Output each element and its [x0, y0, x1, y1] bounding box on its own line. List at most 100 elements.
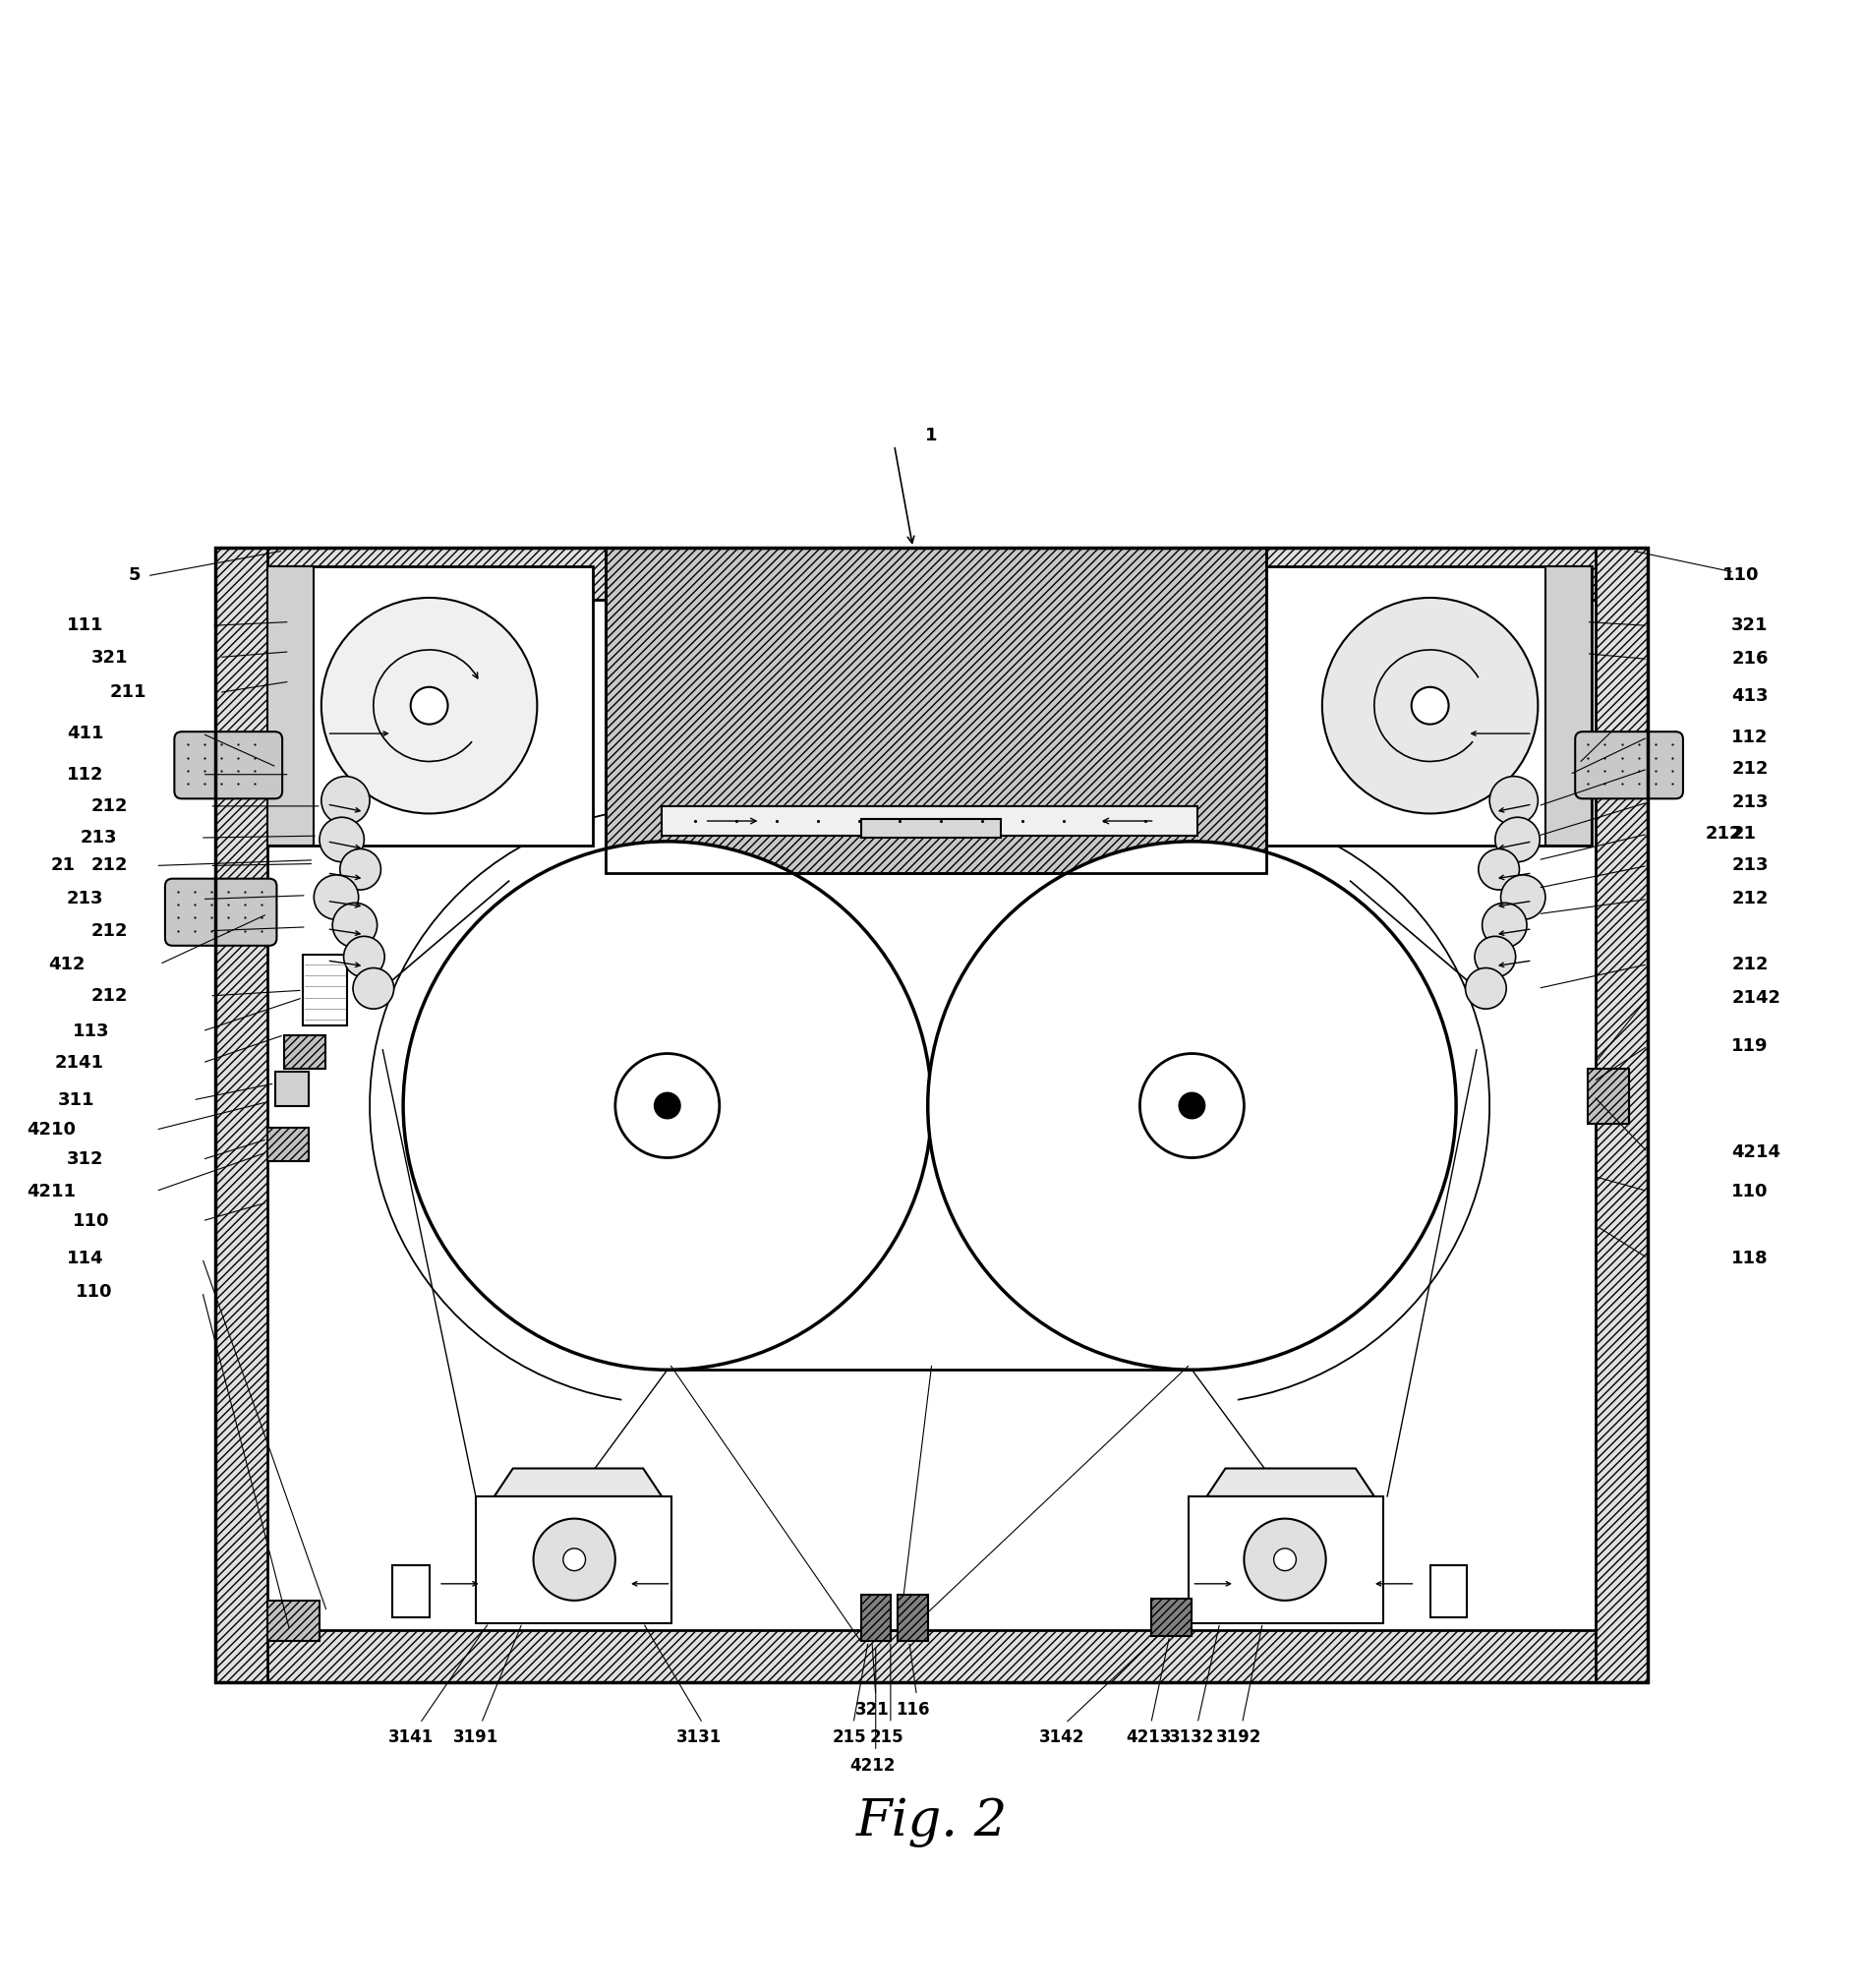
- Circle shape: [1475, 936, 1516, 978]
- Text: 3192: 3192: [1217, 1730, 1261, 1747]
- Circle shape: [319, 817, 363, 863]
- Bar: [216, 547, 1647, 1682]
- Circle shape: [1412, 688, 1449, 724]
- Bar: [216, 1630, 1647, 1682]
- Text: 312: 312: [67, 1151, 104, 1169]
- FancyBboxPatch shape: [1574, 732, 1682, 799]
- Circle shape: [1483, 903, 1528, 948]
- Bar: [661, 805, 1198, 835]
- Text: 212: 212: [1731, 956, 1768, 972]
- Circle shape: [1274, 1549, 1297, 1571]
- Text: 321: 321: [91, 648, 129, 666]
- Bar: [1546, 567, 1591, 845]
- Circle shape: [410, 688, 447, 724]
- Text: 413: 413: [1731, 688, 1768, 706]
- Bar: [1151, 1598, 1192, 1636]
- Text: 21: 21: [50, 857, 76, 875]
- Bar: [391, 1565, 428, 1616]
- Circle shape: [654, 1093, 680, 1119]
- Bar: [216, 547, 268, 1682]
- Text: 119: 119: [1731, 1038, 1768, 1056]
- Text: 321: 321: [855, 1702, 889, 1720]
- Circle shape: [1502, 875, 1546, 920]
- Text: 213: 213: [1731, 857, 1768, 875]
- Bar: [1267, 567, 1591, 845]
- Circle shape: [339, 849, 380, 891]
- Text: 4214: 4214: [1731, 1143, 1781, 1161]
- Text: 213: 213: [80, 829, 117, 847]
- Text: 321: 321: [1731, 616, 1768, 634]
- Text: 3142: 3142: [1040, 1730, 1084, 1747]
- Circle shape: [928, 841, 1457, 1370]
- Text: Fig. 2: Fig. 2: [855, 1797, 1008, 1847]
- Circle shape: [1244, 1519, 1326, 1600]
- Text: 2141: 2141: [54, 1054, 104, 1072]
- Circle shape: [1323, 598, 1539, 813]
- FancyBboxPatch shape: [175, 732, 283, 799]
- Text: 212: 212: [91, 986, 129, 1004]
- Bar: [605, 547, 1267, 873]
- Bar: [475, 1497, 671, 1622]
- Text: 212: 212: [1731, 891, 1768, 909]
- Text: 213: 213: [1731, 793, 1768, 811]
- Text: 215: 215: [870, 1730, 904, 1747]
- Text: 113: 113: [73, 1022, 110, 1040]
- Bar: [1587, 1068, 1628, 1125]
- Text: 112: 112: [67, 765, 104, 783]
- Bar: [1189, 1497, 1384, 1622]
- Bar: [268, 1600, 319, 1642]
- Circle shape: [320, 598, 537, 813]
- Bar: [861, 819, 1000, 837]
- Text: 110: 110: [1721, 567, 1759, 584]
- Circle shape: [1140, 1054, 1244, 1157]
- Bar: [268, 567, 592, 845]
- Bar: [861, 1594, 891, 1642]
- Text: 114: 114: [67, 1248, 104, 1266]
- Text: 118: 118: [1731, 1248, 1768, 1266]
- Polygon shape: [1207, 1469, 1375, 1497]
- Text: 2142: 2142: [1731, 988, 1781, 1006]
- FancyBboxPatch shape: [166, 879, 278, 946]
- Bar: [276, 1072, 307, 1105]
- Text: 110: 110: [76, 1282, 114, 1300]
- Bar: [285, 1036, 324, 1068]
- Bar: [898, 1594, 928, 1642]
- Text: 112: 112: [1731, 728, 1768, 746]
- Circle shape: [313, 875, 358, 920]
- Text: 4213: 4213: [1127, 1730, 1172, 1747]
- Text: 3132: 3132: [1170, 1730, 1215, 1747]
- Circle shape: [1479, 849, 1520, 891]
- Bar: [268, 1127, 307, 1161]
- Circle shape: [332, 903, 376, 948]
- Text: 3131: 3131: [676, 1730, 721, 1747]
- Text: 5: 5: [129, 567, 142, 584]
- Text: 212: 212: [91, 857, 129, 875]
- Circle shape: [320, 777, 369, 825]
- Text: 211: 211: [110, 684, 147, 702]
- Text: 3141: 3141: [388, 1730, 434, 1747]
- Text: 212: 212: [91, 797, 129, 815]
- Bar: [1595, 547, 1647, 1682]
- Bar: [216, 547, 1647, 600]
- Text: 116: 116: [896, 1702, 930, 1720]
- Text: 21: 21: [1731, 825, 1757, 843]
- Circle shape: [563, 1549, 585, 1571]
- Text: 4212: 4212: [850, 1757, 894, 1775]
- Text: 215: 215: [833, 1730, 866, 1747]
- Circle shape: [1496, 817, 1541, 863]
- Circle shape: [1466, 968, 1507, 1008]
- Circle shape: [1179, 1093, 1205, 1119]
- Circle shape: [352, 968, 393, 1008]
- Text: 3191: 3191: [453, 1730, 499, 1747]
- Text: 4210: 4210: [26, 1121, 76, 1139]
- Text: 111: 111: [67, 616, 104, 634]
- Text: 1: 1: [926, 427, 937, 445]
- Circle shape: [343, 936, 384, 978]
- Text: 4211: 4211: [26, 1183, 76, 1201]
- Bar: [605, 547, 1267, 873]
- Text: 216: 216: [1731, 650, 1768, 668]
- Bar: [302, 954, 347, 1026]
- Text: 311: 311: [58, 1091, 95, 1109]
- Circle shape: [533, 1519, 615, 1600]
- Bar: [268, 567, 313, 845]
